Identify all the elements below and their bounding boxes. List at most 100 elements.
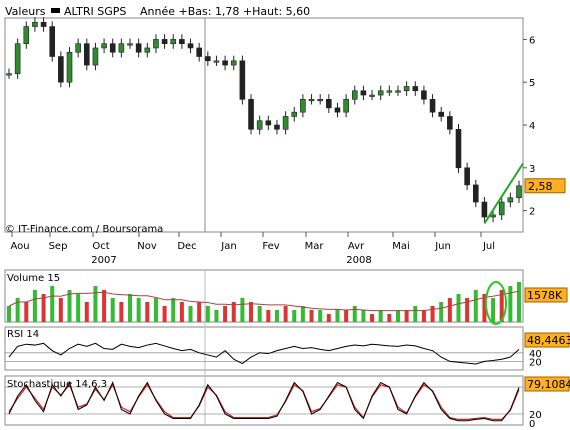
candle-body: [75, 43, 81, 53]
year-label: 2007: [91, 255, 116, 266]
candle-body: [438, 111, 445, 117]
candle-body: [248, 99, 254, 130]
volume-bar: [171, 298, 176, 322]
annotation-circle: [485, 281, 507, 325]
price-tick-label: 4: [529, 121, 535, 132]
panel-frames: [4, 17, 524, 426]
volume-bar: [145, 302, 150, 322]
year-label: 2008: [346, 255, 371, 266]
rsi-tick-label: 40: [529, 349, 542, 360]
volume-bar: [214, 310, 219, 322]
volume-last-badge: [524, 287, 568, 303]
volume-bar: [205, 306, 210, 322]
candle-body: [386, 90, 393, 93]
candle-body: [455, 128, 462, 169]
volume-bar: [58, 298, 63, 322]
candle-body: [187, 43, 194, 49]
volume-bar: [309, 310, 314, 322]
candle-body: [516, 185, 522, 199]
candle-body: [412, 86, 419, 92]
candle-body: [300, 99, 306, 113]
volume-bar: [128, 294, 133, 322]
stochastic-last-value: 79,1084: [527, 378, 570, 391]
month-label: Mar: [305, 241, 325, 252]
volume-bar: [370, 314, 375, 322]
volume-bar: [456, 294, 461, 322]
candle-body: [161, 39, 168, 44]
price-last-badge: [524, 178, 566, 194]
volume-bar: [110, 298, 115, 322]
candle-body: [179, 39, 185, 44]
candle-body: [144, 47, 151, 53]
candle-body: [265, 120, 272, 126]
time-axis: Aou Sep Oct Nov Dec Jan Fev Mar Avr Mai Jun Jul 2007…: [10, 232, 495, 266]
rsi-line: [8, 342, 520, 365]
candle-body: [83, 43, 90, 66]
legend-swatch: [51, 8, 60, 13]
candle-body: [274, 124, 280, 130]
stochastic-panel: 02080Stochastique 14,6,379,1084: [5, 376, 570, 430]
trendline: [483, 162, 524, 224]
volume-label: Volume 15: [7, 273, 60, 284]
candle-body: [369, 94, 375, 97]
candle-body: [153, 39, 159, 49]
volume-bar: [102, 290, 107, 322]
price-frame: [4, 17, 524, 233]
price-tick-label: 3: [529, 164, 535, 175]
volume-bar: [473, 290, 478, 322]
stochastic-last-badge: [524, 376, 570, 392]
volume-bar: [378, 310, 383, 322]
volume-bar: [465, 298, 470, 322]
candle-body: [326, 99, 332, 109]
volume-bar: [430, 306, 435, 322]
month-label: Jun: [434, 241, 451, 252]
volume-bar: [119, 302, 124, 322]
volume-bar: [395, 310, 400, 322]
month-label: Mai: [392, 241, 410, 252]
candle-body: [230, 60, 237, 66]
candle-body: [308, 99, 315, 102]
rsi-frame: [4, 326, 524, 371]
candle-body: [490, 214, 496, 218]
candle-body: [222, 60, 228, 66]
volume-bar: [257, 306, 262, 322]
rsi-label: RSI 14: [7, 329, 39, 340]
month-label: Fev: [262, 241, 279, 252]
series-name: ALTRI SGPS: [64, 5, 126, 18]
volume-bar: [300, 306, 305, 322]
volume-bar: [24, 302, 29, 322]
month-label: Jan: [220, 241, 236, 252]
candle-body: [291, 111, 298, 117]
volume-frame: [4, 269, 524, 323]
month-label: Sep: [49, 241, 68, 252]
candle-body: [282, 116, 289, 130]
volume-bar: [361, 310, 366, 322]
volume-bar: [32, 290, 37, 322]
price-last-value: 2,58: [528, 180, 553, 193]
volume-bar: [274, 310, 279, 322]
volume-bar: [439, 302, 444, 322]
candle-body: [118, 43, 125, 53]
candle-body: [351, 90, 358, 100]
candle-body: [360, 90, 367, 96]
price-tick-label: 2: [529, 207, 535, 218]
candle-body: [66, 51, 73, 83]
volume-bar: [387, 314, 392, 322]
candle-body: [429, 99, 436, 113]
candle-body: [256, 120, 263, 130]
candle-body: [205, 56, 211, 62]
price-tick-label: 5: [529, 78, 535, 89]
candle-body: [403, 86, 410, 92]
volume-bar: [499, 290, 504, 322]
stochastic-label: Stochastique 14,6,3: [7, 379, 107, 390]
candle-body: [239, 60, 246, 100]
volume-bar: [335, 310, 340, 322]
volume-bar: [482, 294, 487, 322]
volume-bar: [447, 298, 452, 322]
volume-bar: [421, 310, 426, 322]
candle-body: [421, 90, 427, 100]
candle-body: [395, 90, 401, 93]
month-label: Oct: [92, 241, 109, 252]
candle-body: [213, 60, 220, 63]
